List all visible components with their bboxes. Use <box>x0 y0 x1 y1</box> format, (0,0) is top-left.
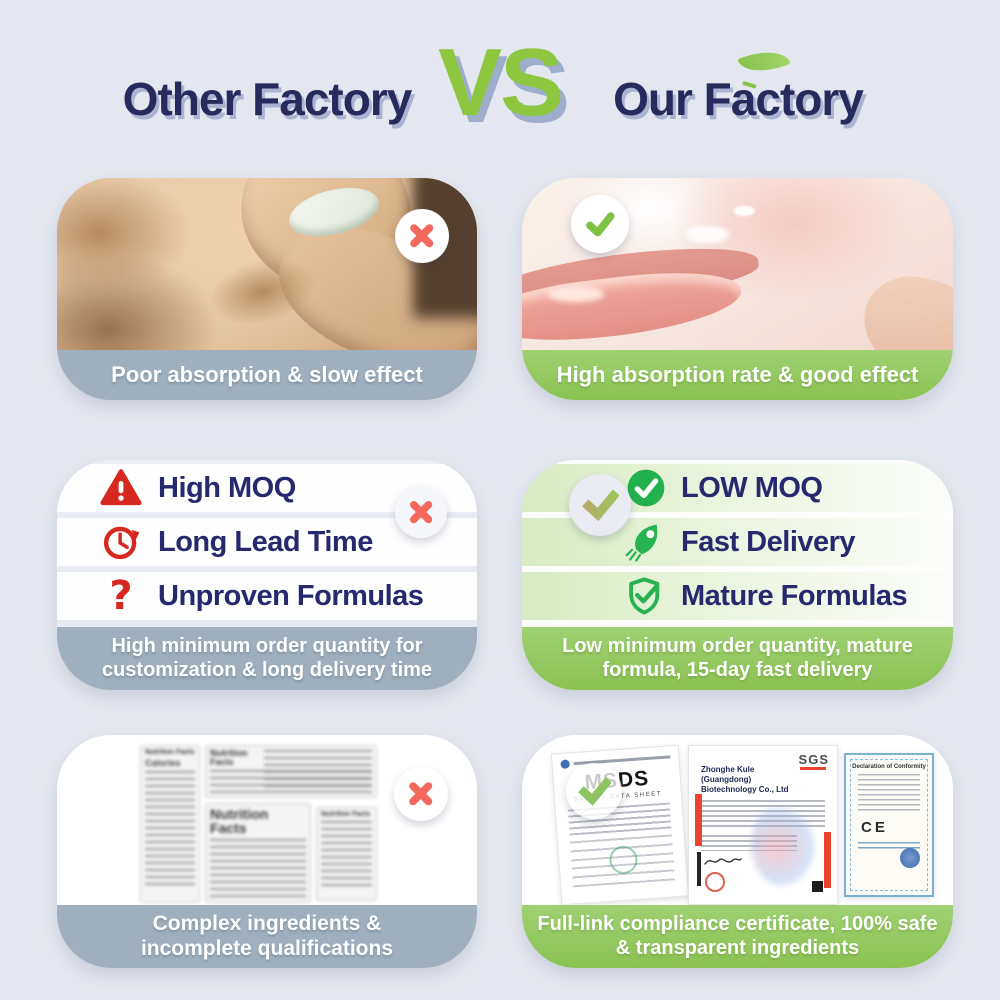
nutrition-label-title: Nutrition Facts <box>210 806 269 837</box>
label-text-lines <box>264 750 372 792</box>
panel-other-features: High MOQ Long Lead Time ? Unproven Formu… <box>57 460 477 690</box>
company-logo-icon <box>560 759 570 769</box>
caption-high-absorption: High absorption rate & good effect <box>522 350 953 400</box>
clock-icon <box>97 520 145 564</box>
caption-ours-certificates: Full-link compliance certificate, 100% s… <box>522 905 953 968</box>
nutrition-labels-collage: Nutrition Facts Calories Nutrition Facts… <box>140 745 380 905</box>
feature-row: Mature Formulas <box>522 572 953 620</box>
label-text-lines <box>145 771 195 890</box>
question-icon: ? <box>109 573 133 619</box>
label-text-lines <box>210 838 306 902</box>
cross-icon <box>409 782 433 806</box>
vs-label: VS <box>437 29 564 136</box>
cross-badge <box>395 486 447 538</box>
gloss-highlight <box>733 205 755 216</box>
other-factory-title: Other Factory <box>122 73 413 125</box>
blue-emblem-icon <box>900 848 920 868</box>
feature-label: Unproven Formulas <box>158 579 424 612</box>
certificate-company-name: Zhonghe Kule (Guangdong) Biotechnology C… <box>701 765 789 794</box>
nutrition-label-title: Nutrition Facts <box>210 748 248 768</box>
label-text-lines <box>858 774 920 814</box>
feature-row: Fast Delivery <box>522 518 953 566</box>
check-badge <box>566 763 622 819</box>
big-check-badge <box>569 474 631 536</box>
gloss-highlight <box>547 286 604 302</box>
msds-certificate: MSDS SAFETY DATA SHEET <box>550 744 690 906</box>
ce-mark: CE <box>861 819 888 836</box>
certificate-inner-frame: Declaration of Conformity CE <box>850 759 928 891</box>
gloss-highlight <box>685 226 729 244</box>
sgs-certificate: SGS Zhonghe Kule (Guangdong) Biotechnolo… <box>688 745 838 905</box>
red-accent-bar <box>824 832 831 888</box>
watercolor-flower <box>751 802 815 886</box>
black-accent-bar <box>697 852 701 886</box>
feature-label: Mature Formulas <box>681 579 908 612</box>
panel-other-qualifications: Nutrition Facts Calories Nutrition Facts… <box>57 735 477 968</box>
fingertip-shape <box>852 265 953 350</box>
qr-square <box>812 881 823 892</box>
feature-label: High MOQ <box>158 471 296 504</box>
pinched-skin-photo <box>57 178 477 350</box>
nutrition-label: Nutrition Facts <box>205 803 311 903</box>
caption-poor-absorption: Poor absorption & slow effect <box>57 350 477 400</box>
panel-ours-absorption: High absorption rate & good effect <box>522 178 953 400</box>
cross-badge <box>394 767 448 821</box>
red-accent-bar <box>695 794 702 846</box>
signature-icon <box>704 858 742 865</box>
ours-feature-list: LOW MOQ Fast Delivery Mature Formulas <box>522 464 953 620</box>
warning-icon <box>97 466 145 510</box>
panel-ours-certificates: MSDS SAFETY DATA SHEET SGS Zhonghe Kule … <box>522 735 953 968</box>
rocket-icon <box>624 520 668 564</box>
feature-row: ? Unproven Formulas <box>57 572 477 620</box>
ce-certificate: Declaration of Conformity CE <box>844 753 934 897</box>
shield-check-icon <box>624 574 668 618</box>
check-icon <box>581 489 620 521</box>
ce-certificate-title: Declaration of Conformity <box>852 764 926 770</box>
feature-label: LOW MOQ <box>681 471 823 504</box>
nutrition-label-title: Nutrition Facts <box>321 811 371 818</box>
check-icon <box>577 776 612 806</box>
cross-badge <box>395 209 449 263</box>
nutrition-label-title: Nutrition Facts <box>145 749 195 756</box>
stamp-icon <box>705 872 725 892</box>
check-circle-icon <box>624 466 668 510</box>
nutrition-label: Nutrition Facts <box>316 807 377 901</box>
caption-ours-moq: Low minimum order quantity, mature formu… <box>522 627 953 690</box>
our-factory-title: Our Factory <box>613 73 864 125</box>
panel-ours-features: LOW MOQ Fast Delivery Mature Formulas <box>522 460 953 690</box>
check-badge <box>571 195 629 253</box>
check-icon <box>586 212 615 237</box>
feature-label: Long Lead Time <box>158 525 373 558</box>
certificates-collage: MSDS SAFETY DATA SHEET SGS Zhonghe Kule … <box>550 744 942 906</box>
label-text-lines <box>321 821 372 888</box>
nutrition-label: Nutrition Facts <box>205 745 377 798</box>
cross-icon <box>410 224 434 248</box>
nutrition-label: Nutrition Facts Calories <box>140 745 200 903</box>
feature-label: Fast Delivery <box>681 525 856 558</box>
caption-other-moq: High minimum order quantity for customiz… <box>57 627 477 690</box>
nutrition-label-calories: Calories <box>145 758 181 769</box>
sgs-logo: SGS <box>798 752 829 770</box>
label-text-lines <box>858 842 920 852</box>
panel-other-absorption: Poor absorption & slow effect <box>57 178 477 400</box>
feature-row: LOW MOQ <box>522 464 953 512</box>
cross-icon <box>409 500 433 524</box>
caption-other-qualifications: Complex ingredients & incomplete qualifi… <box>57 905 477 968</box>
